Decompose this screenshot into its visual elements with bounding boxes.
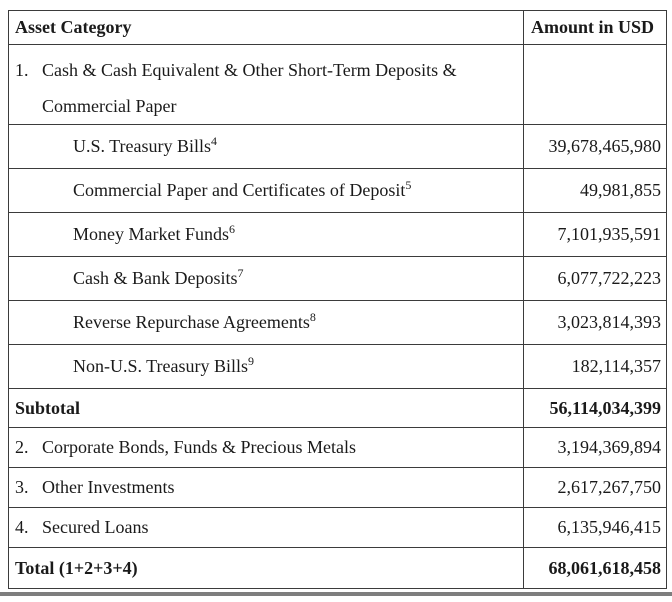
column-header-asset-category: Asset Category bbox=[8, 10, 524, 45]
table-row: U.S. Treasury Bills4 39,678,465,980 bbox=[8, 124, 667, 169]
table-row: Commercial Paper and Certificates of Dep… bbox=[8, 168, 667, 213]
amount-cell: 182,114,357 bbox=[523, 344, 667, 389]
asset-category-cell: U.S. Treasury Bills4 bbox=[8, 124, 524, 169]
asset-category-cell: 3. Other Investments bbox=[8, 467, 524, 508]
row-number: 3. bbox=[15, 477, 29, 497]
table-row: Non-U.S. Treasury Bills9 182,114,357 bbox=[8, 344, 667, 389]
table-row: 4. Secured Loans 6,135,946,415 bbox=[8, 507, 667, 548]
table-row: Total (1+2+3+4) 68,061,618,458 bbox=[8, 547, 667, 589]
row-label: Total (1+2+3+4) bbox=[15, 557, 138, 578]
asset-category-cell: Reverse Repurchase Agreements8 bbox=[8, 300, 524, 345]
row-label-line: Cash & Cash Equivalent & Other Short-Ter… bbox=[42, 60, 457, 80]
asset-category-cell: 4. Secured Loans bbox=[8, 507, 524, 548]
table-row: Subtotal 56,114,034,399 bbox=[8, 388, 667, 428]
asset-category-table: Asset Category Amount in USD 1. Cash & Ca… bbox=[8, 10, 667, 589]
row-label: Reverse Repurchase Agreements bbox=[73, 312, 310, 332]
footnote-superscript: 5 bbox=[405, 178, 412, 192]
row-number: 1. bbox=[15, 60, 29, 80]
table-row: Money Market Funds6 7,101,935,591 bbox=[8, 212, 667, 257]
asset-category-cell: Money Market Funds6 bbox=[8, 212, 524, 257]
amount-cell: 7,101,935,591 bbox=[523, 212, 667, 257]
footnote-superscript: 8 bbox=[309, 310, 316, 324]
footnote-superscript: 7 bbox=[237, 266, 244, 280]
row-label-line: Commercial Paper bbox=[42, 96, 177, 116]
table-row: Cash & Bank Deposits7 6,077,722,223 bbox=[8, 256, 667, 301]
row-label: Commercial Paper and Certificates of Dep… bbox=[73, 180, 406, 200]
row-label: Secured Loans bbox=[42, 517, 149, 537]
table-row: 2. Corporate Bonds, Funds & Precious Meta… bbox=[8, 427, 667, 468]
document-page: Asset Category Amount in USD 1. Cash & Ca… bbox=[0, 10, 672, 602]
table-row: 3. Other Investments 2,617,267,750 bbox=[8, 467, 667, 508]
amount-cell bbox=[523, 44, 667, 125]
amount-cell: 3,194,369,894 bbox=[523, 427, 667, 468]
row-label: Non-U.S. Treasury Bills bbox=[73, 356, 249, 376]
asset-category-cell: Total (1+2+3+4) bbox=[8, 547, 524, 589]
row-label: Subtotal bbox=[15, 397, 81, 418]
asset-category-cell: Non-U.S. Treasury Bills9 bbox=[8, 344, 524, 389]
asset-category-cell: 1. Cash & Cash Equivalent & Other Short-T… bbox=[8, 44, 524, 125]
asset-category-cell: Subtotal bbox=[8, 388, 524, 428]
amount-cell: 39,678,465,980 bbox=[523, 124, 667, 169]
amount-cell: 56,114,034,399 bbox=[523, 388, 667, 428]
asset-category-cell: 2. Corporate Bonds, Funds & Precious Meta… bbox=[8, 427, 524, 468]
footnote-superscript: 9 bbox=[248, 354, 255, 368]
amount-cell: 6,077,722,223 bbox=[523, 256, 667, 301]
amount-cell: 3,023,814,393 bbox=[523, 300, 667, 345]
table-row: 1. Cash & Cash Equivalent & Other Short-T… bbox=[8, 44, 667, 125]
asset-category-cell: Cash & Bank Deposits7 bbox=[8, 256, 524, 301]
table-body: 1. Cash & Cash Equivalent & Other Short-T… bbox=[8, 44, 667, 589]
row-number: 2. bbox=[15, 437, 29, 457]
row-label: Corporate Bonds, Funds & Precious Metals bbox=[42, 437, 356, 457]
row-number: 4. bbox=[15, 517, 29, 537]
row-label: Cash & Bank Deposits bbox=[73, 268, 238, 288]
column-header-amount-in-usd: Amount in USD bbox=[523, 10, 667, 45]
row-label: U.S. Treasury Bills bbox=[73, 136, 212, 156]
row-label: Other Investments bbox=[42, 477, 175, 497]
amount-cell: 6,135,946,415 bbox=[523, 507, 667, 548]
asset-category-cell: Commercial Paper and Certificates of Dep… bbox=[8, 168, 524, 213]
footnote-superscript: 6 bbox=[229, 222, 235, 236]
table-header-row: Asset Category Amount in USD bbox=[8, 10, 667, 45]
amount-cell: 2,617,267,750 bbox=[523, 467, 667, 508]
amount-cell: 49,981,855 bbox=[523, 168, 667, 213]
footnote-superscript: 4 bbox=[211, 134, 218, 148]
table-row: Reverse Repurchase Agreements8 3,023,814,… bbox=[8, 300, 667, 345]
row-label: Money Market Funds bbox=[73, 224, 229, 244]
bottom-divider bbox=[0, 592, 672, 596]
amount-cell: 68,061,618,458 bbox=[523, 547, 667, 589]
